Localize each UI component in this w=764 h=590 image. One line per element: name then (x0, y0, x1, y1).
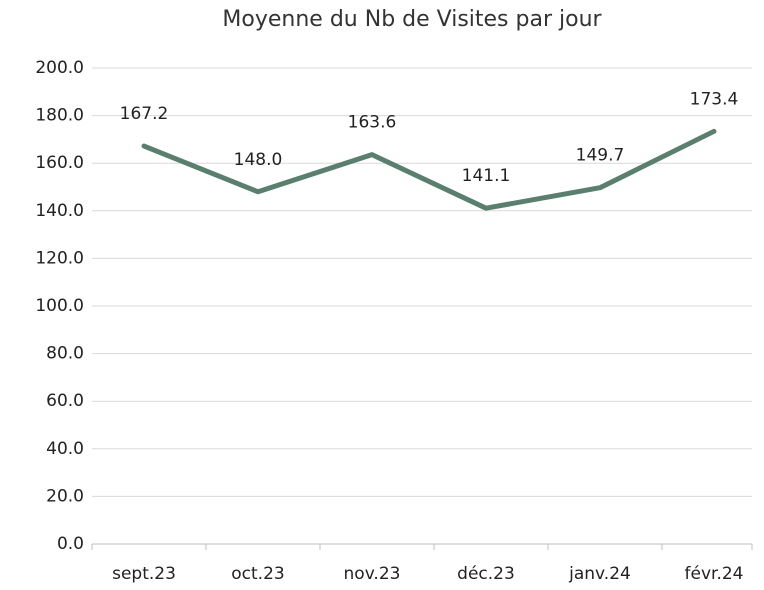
x-tick-label: nov.23 (344, 564, 401, 584)
y-tick-label: 60.0 (46, 391, 84, 411)
y-tick-label: 140.0 (35, 201, 84, 221)
data-label: 141.1 (462, 166, 511, 186)
x-tick-label: sept.23 (112, 564, 176, 584)
y-tick-label: 20.0 (46, 486, 84, 506)
y-tick-label: 40.0 (46, 439, 84, 459)
x-tick-label: déc.23 (457, 564, 515, 584)
y-tick-label: 180.0 (35, 106, 84, 126)
y-tick-label: 200.0 (35, 58, 84, 78)
data-label: 163.6 (348, 113, 397, 133)
data-label: 167.2 (120, 104, 169, 124)
line (141, 128, 717, 211)
y-tick-label: 100.0 (35, 296, 84, 316)
x-tick-label: févr.24 (685, 564, 744, 584)
chart-title: Moyenne du Nb de Visites par jour (222, 7, 602, 32)
y-tick-label: 0.0 (57, 534, 84, 554)
y-tick-label: 120.0 (35, 248, 84, 268)
y-tick-label: 80.0 (46, 344, 84, 364)
x-tick-label: janv.24 (568, 564, 631, 584)
data-label: 148.0 (234, 150, 283, 170)
x-tick-label: oct.23 (231, 564, 284, 584)
y-tick-label: 160.0 (35, 153, 84, 173)
data-label: 173.4 (690, 89, 739, 109)
data-label: 149.7 (576, 146, 625, 166)
